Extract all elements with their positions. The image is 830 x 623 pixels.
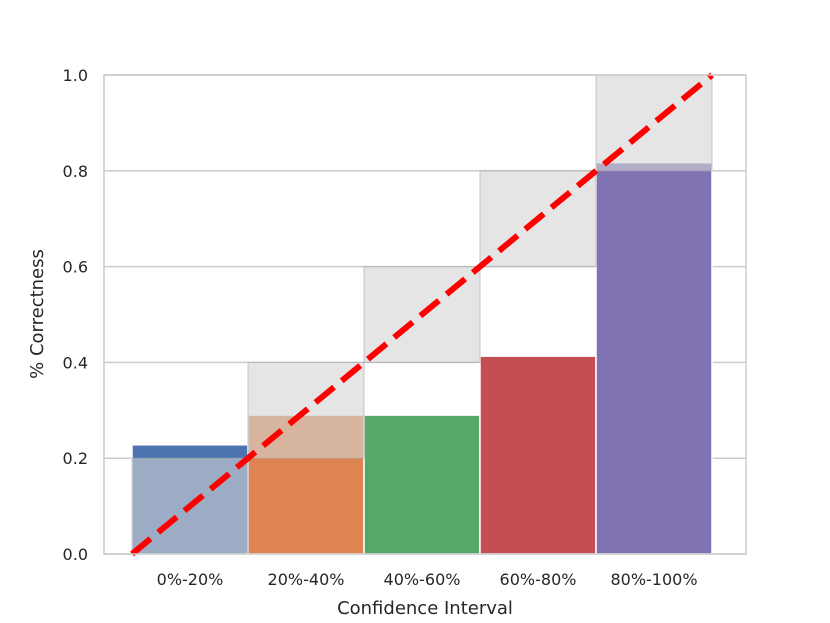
bar — [595, 161, 713, 555]
y-tick-label: 0.8 — [63, 162, 88, 181]
x-tick-label: 80%-100% — [610, 570, 697, 589]
x-tick-label: 0%-20% — [157, 570, 224, 589]
y-tick-label: 0.0 — [63, 545, 88, 564]
x-tick-labels: 0%-20% 20%-40% 40%-60% 60%-80% 80%-100% — [157, 570, 698, 589]
y-tick-label: 0.6 — [63, 258, 88, 277]
x-tick-label: 40%-60% — [384, 570, 461, 589]
x-tick-label: 60%-80% — [500, 570, 577, 589]
x-axis-label: Confidence Interval — [337, 598, 513, 619]
y-axis-label: % Correctness — [27, 249, 48, 379]
y-tick-label: 0.4 — [63, 353, 88, 372]
ideal-line — [130, 72, 714, 557]
x-tick-label: 20%-40% — [268, 570, 345, 589]
ideal-calibration-line — [130, 72, 714, 557]
plot-frame — [103, 74, 747, 555]
y-tick-label: 0.2 — [63, 449, 88, 468]
bar — [479, 355, 597, 555]
y-tick-label: 1.0 — [63, 66, 88, 85]
bar — [363, 414, 481, 555]
y-tick-labels: 0.0 0.2 0.4 0.6 0.8 1.0 — [63, 66, 88, 564]
